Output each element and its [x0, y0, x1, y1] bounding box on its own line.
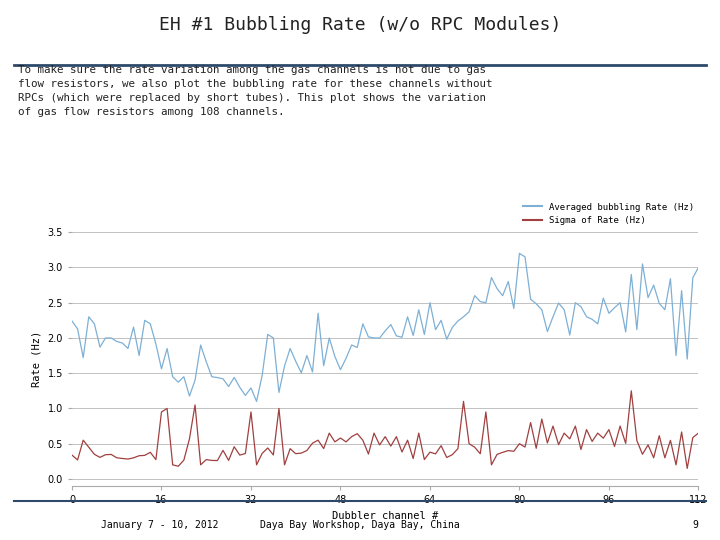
- Averaged bubbling Rate (Hz): [68, 318, 76, 325]
- Sigma of Rate (Hz): [68, 452, 76, 458]
- Text: Daya Bay Workshop, Daya Bay, China: Daya Bay Workshop, Daya Bay, China: [260, 521, 460, 530]
- Text: EH #1 Bubbling Rate (w/o RPC Modules): EH #1 Bubbling Rate (w/o RPC Modules): [159, 16, 561, 33]
- Line: Sigma of Rate (Hz): Sigma of Rate (Hz): [72, 391, 698, 468]
- Legend: Averaged bubbling Rate (Hz), Sigma of Rate (Hz): Averaged bubbling Rate (Hz), Sigma of Ra…: [523, 202, 694, 225]
- Sigma of Rate (Hz): [269, 452, 278, 458]
- Text: To make sure the rate variation among the gas channels is not due to gas
flow re: To make sure the rate variation among th…: [18, 65, 492, 117]
- Sigma of Rate (Hz): [588, 438, 596, 444]
- Line: Averaged bubbling Rate (Hz): Averaged bubbling Rate (Hz): [72, 253, 698, 401]
- Sigma of Rate (Hz): [84, 444, 93, 450]
- Sigma of Rate (Hz): [683, 465, 691, 471]
- Averaged bubbling Rate (Hz): [274, 389, 283, 396]
- Averaged bubbling Rate (Hz): [694, 264, 703, 271]
- X-axis label: Dubbler channel #: Dubbler channel #: [332, 511, 438, 521]
- Averaged bubbling Rate (Hz): [90, 321, 99, 327]
- Sigma of Rate (Hz): [537, 416, 546, 422]
- Averaged bubbling Rate (Hz): [599, 295, 608, 301]
- Averaged bubbling Rate (Hz): [252, 398, 261, 404]
- Averaged bubbling Rate (Hz): [84, 314, 93, 320]
- Sigma of Rate (Hz): [90, 451, 99, 457]
- Averaged bubbling Rate (Hz): [549, 314, 557, 320]
- Text: January 7 - 10, 2012: January 7 - 10, 2012: [101, 521, 218, 530]
- Sigma of Rate (Hz): [655, 433, 664, 439]
- Averaged bubbling Rate (Hz): [515, 250, 523, 256]
- Sigma of Rate (Hz): [627, 388, 636, 394]
- Text: 9: 9: [693, 521, 698, 530]
- Y-axis label: Rate (Hz): Rate (Hz): [32, 331, 42, 387]
- Sigma of Rate (Hz): [694, 430, 703, 436]
- Averaged bubbling Rate (Hz): [660, 307, 669, 313]
